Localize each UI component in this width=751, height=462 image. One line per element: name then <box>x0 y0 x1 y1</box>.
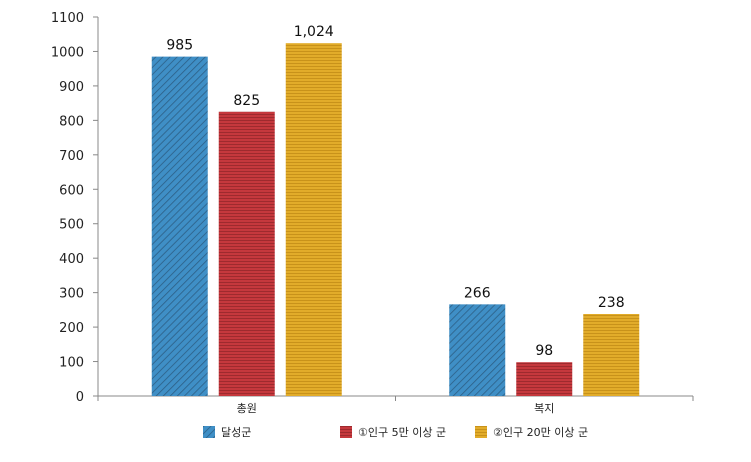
y-tick-label: 1000 <box>51 45 84 60</box>
bars <box>151 43 640 396</box>
legend-swatch <box>340 426 352 438</box>
y-tick-label: 200 <box>59 321 84 336</box>
bar <box>151 56 208 396</box>
data-label: 266 <box>464 285 491 301</box>
y-tick-label: 500 <box>59 218 84 233</box>
legend-label: ①인구 5만 이상 군 <box>358 426 446 439</box>
y-tick-label: 0 <box>76 390 84 405</box>
data-label: 825 <box>233 93 260 109</box>
y-tick-label: 1100 <box>51 11 84 26</box>
bar <box>285 43 342 396</box>
y-tick-label: 100 <box>59 356 84 371</box>
data-label: 98 <box>535 343 553 359</box>
data-label: 238 <box>598 295 625 311</box>
x-axis <box>97 395 694 401</box>
legend-swatch <box>203 426 215 438</box>
bar <box>583 313 640 396</box>
legend-swatch <box>475 426 487 438</box>
category-labels: 총원 복지 <box>237 402 555 415</box>
y-tick-label: 600 <box>59 183 84 198</box>
category-label: 복지 <box>534 402 554 415</box>
y-tick-label: 800 <box>59 114 84 129</box>
y-tick-label: 400 <box>59 252 84 267</box>
y-axis: 0 100 200 300 400 500 600 700 800 900 1000 1100 <box>51 11 99 405</box>
data-label: 1,024 <box>294 24 334 40</box>
bar <box>218 111 275 396</box>
data-label: 985 <box>166 38 193 54</box>
y-tick-label: 700 <box>59 149 84 164</box>
bar <box>516 362 573 396</box>
y-tick-label: 300 <box>59 287 84 302</box>
legend-label: ②인구 20만 이상 군 <box>493 426 588 439</box>
category-label: 총원 <box>237 402 257 415</box>
data-labels: 985 825 1,024 266 98 238 <box>166 24 624 359</box>
bar <box>449 304 506 396</box>
y-tick-label: 900 <box>59 80 84 95</box>
legend-label: 달성군 <box>221 426 251 439</box>
legend: 달성군 ①인구 5만 이상 군 ②인구 20만 이상 군 <box>203 426 588 439</box>
